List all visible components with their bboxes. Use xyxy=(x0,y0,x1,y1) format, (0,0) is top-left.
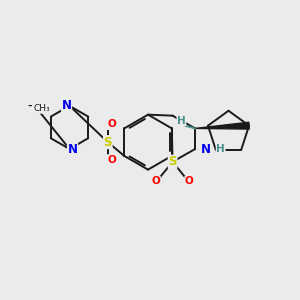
Text: O: O xyxy=(107,119,116,130)
Text: S: S xyxy=(103,136,112,148)
Text: N: N xyxy=(201,142,211,155)
Text: H: H xyxy=(177,116,186,126)
Text: O: O xyxy=(152,176,160,186)
Polygon shape xyxy=(195,122,249,129)
Text: S: S xyxy=(168,155,177,168)
Text: –: – xyxy=(27,102,32,111)
Text: CH₃: CH₃ xyxy=(33,104,50,113)
Text: O: O xyxy=(107,155,116,165)
Text: N: N xyxy=(68,142,77,155)
Text: H: H xyxy=(216,144,225,154)
Text: O: O xyxy=(185,176,194,186)
Text: N: N xyxy=(61,99,72,112)
